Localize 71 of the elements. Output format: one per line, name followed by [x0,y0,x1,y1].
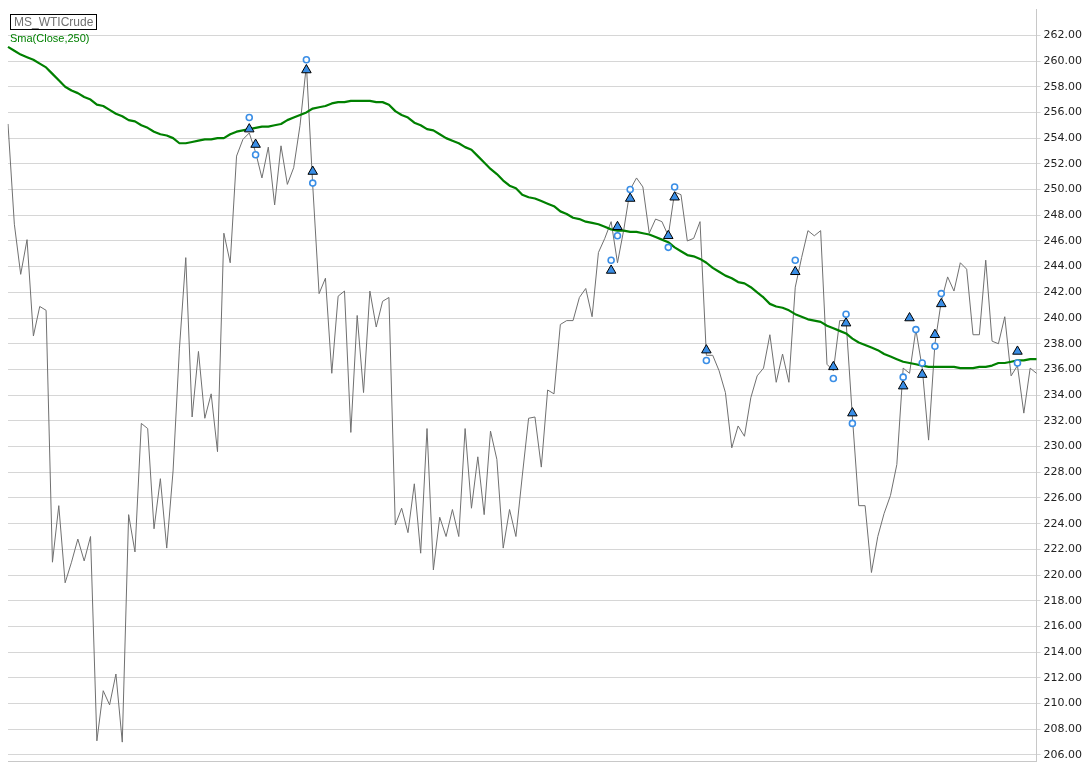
point [613,231,622,240]
y-tick-label: 210.00 [1043,696,1083,710]
point [899,373,907,381]
point [245,113,254,122]
point [904,312,915,322]
point [250,138,261,148]
point [607,256,615,264]
y-tick-label: 236.00 [1043,362,1083,376]
point [605,264,617,274]
y-tick-label: 258.00 [1043,79,1083,93]
y-tick-label: 256.00 [1043,105,1083,119]
y-tick-label: 234.00 [1043,388,1083,401]
point [929,328,941,338]
point [789,265,801,276]
point [848,419,857,428]
point [912,325,920,334]
y-tick-label: 238.00 [1043,336,1083,350]
y-tick-label: 240.00 [1043,310,1083,324]
y-tick-label: 226.00 [1043,490,1083,504]
point [308,179,317,187]
y-tick-label: 206.00 [1043,747,1083,761]
point [791,256,800,264]
point [307,165,319,175]
point [1012,345,1023,355]
y-tick-label: 222.00 [1043,542,1083,556]
point [663,229,674,240]
point [670,183,679,191]
y-tick-label: 224.00 [1043,516,1083,530]
y-tick-label: 244.00 [1043,259,1083,273]
point [916,368,928,378]
point [1013,359,1022,367]
point [828,360,839,371]
y-tick-label: 230.00 [1043,439,1083,453]
y-tick-label: 254.00 [1043,130,1083,144]
point [937,289,946,298]
text: MS_WTICrude [10,14,98,30]
point [251,151,260,159]
y-tick-label: 262.00 [1043,28,1083,42]
y-tick-label: 228.00 [1043,465,1083,479]
point [840,317,852,327]
point [624,192,636,202]
point [301,64,312,74]
point [302,55,311,64]
y-tick-label: 250.00 [1043,182,1083,196]
y-tick-label: 232.00 [1043,413,1083,427]
point [612,220,623,231]
point [918,359,927,367]
y-tick-label: 214.00 [1043,645,1083,659]
point [897,380,909,390]
y-tick-label: 208.00 [1043,722,1083,736]
point [829,374,838,383]
y-tick-label: 218.00 [1043,593,1083,607]
point [847,407,858,417]
y-tick-label: 248.00 [1043,208,1083,222]
y-tick-label: 252.00 [1043,156,1083,170]
y-tick-label: 246.00 [1043,233,1083,247]
point [664,243,673,252]
y-tick-label: 216.00 [1043,619,1083,633]
y-tick-label: 242.00 [1043,285,1083,299]
y-tick-label: 220.00 [1043,567,1083,581]
y-tick-label: 260.00 [1043,53,1083,67]
point [701,344,712,354]
point [936,297,947,308]
point [243,123,255,133]
point [931,342,939,351]
point [702,356,711,365]
point [669,191,680,201]
point [842,310,850,318]
y-tick-label: 212.00 [1043,670,1083,684]
point [626,185,634,194]
series-label: Sma(Close,250) [10,32,90,44]
